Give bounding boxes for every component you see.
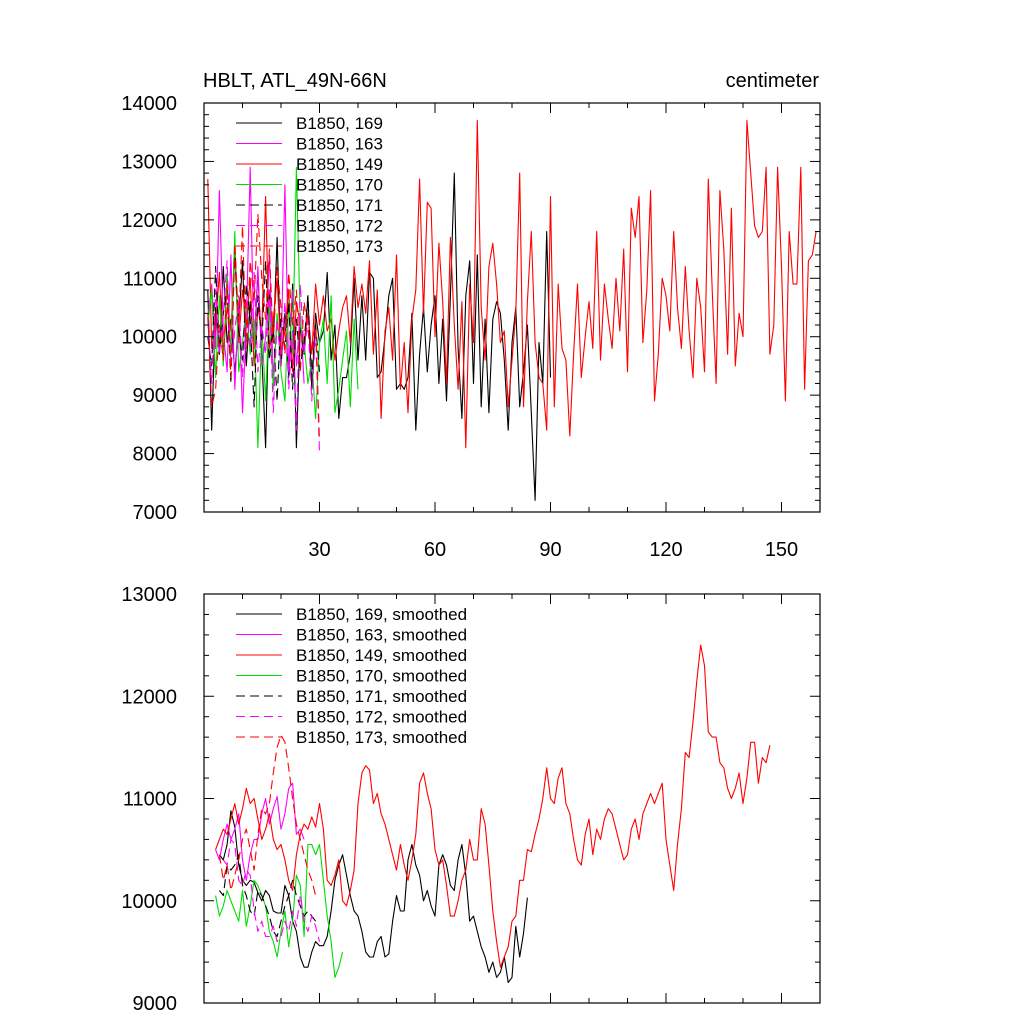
top-legend-label: B1850, 149 bbox=[296, 155, 383, 174]
top-legend-label: B1850, 173 bbox=[296, 237, 383, 256]
top-legend-label: B1850, 163 bbox=[296, 135, 383, 154]
top-y-tick-label: 11000 bbox=[123, 268, 177, 290]
bottom-series-group bbox=[215, 644, 771, 984]
bottom-series-line-b1850-173-smoothed bbox=[218, 734, 317, 896]
bottom-legend: B1850, 169, smoothed B1850, 163, smoothed… bbox=[236, 605, 467, 747]
bottom-legend-label: B1850, 170, smoothed bbox=[296, 667, 467, 686]
top-y-tick-label: 10000 bbox=[121, 327, 177, 349]
top-y-tick-label: 7000 bbox=[133, 502, 178, 524]
bottom-panel: 9000 10000 11000 12000 13000 B1850, 169, smo… bbox=[121, 584, 821, 1015]
top-legend-label: B1850, 171 bbox=[296, 196, 383, 215]
bottom-y-tick-label: 13000 bbox=[121, 584, 177, 606]
top-series-line-b1850-172 bbox=[207, 260, 321, 454]
top-axes: 7000 8000 9000 10000 11000 12000 13000 14000 30 6… bbox=[121, 93, 821, 561]
bottom-legend-label: B1850, 169, smoothed bbox=[296, 605, 467, 624]
bottom-series-line-b1850-172-smoothed bbox=[222, 838, 321, 943]
top-x-tick-label: 120 bbox=[649, 539, 682, 561]
units-label: centimeter bbox=[726, 70, 820, 92]
bottom-y-tick-label: 10000 bbox=[121, 891, 177, 913]
bottom-legend-label: B1850, 171, smoothed bbox=[296, 687, 467, 706]
top-y-tick-label: 12000 bbox=[121, 210, 177, 232]
bottom-legend-label: B1850, 149, smoothed bbox=[296, 646, 467, 665]
top-y-tick-label: 8000 bbox=[133, 444, 178, 466]
top-y-tick-label: 9000 bbox=[133, 385, 178, 407]
bottom-series-line-b1850-149-smoothed bbox=[215, 644, 771, 968]
top-legend-label: B1850, 170 bbox=[296, 176, 383, 195]
top-panel: HBLT, ATL_49N-66N centimeter 7000 8000 900… bbox=[121, 70, 821, 561]
bottom-y-tick-label: 12000 bbox=[121, 686, 177, 708]
top-series-line-b1850-169 bbox=[207, 172, 552, 501]
bottom-series-line-b1850-169-smoothed bbox=[218, 810, 528, 984]
top-y-tick-label: 14000 bbox=[121, 93, 177, 115]
bottom-legend-label: B1850, 172, smoothed bbox=[296, 708, 467, 727]
bottom-y-tick-label: 9000 bbox=[133, 993, 178, 1015]
top-series-line-b1850-149 bbox=[207, 119, 817, 449]
bottom-legend-label: B1850, 163, smoothed bbox=[296, 626, 467, 645]
top-x-tick-label: 90 bbox=[539, 539, 561, 561]
bottom-series-line-b1850-170-smoothed bbox=[215, 843, 344, 978]
top-legend-label: B1850, 169 bbox=[296, 114, 383, 133]
top-legend-label: B1850, 172 bbox=[296, 217, 383, 236]
top-y-tick-label: 13000 bbox=[121, 151, 177, 173]
top-x-tick-label: 150 bbox=[765, 539, 798, 561]
bottom-legend-label: B1850, 173, smoothed bbox=[296, 728, 467, 747]
top-x-tick-label: 60 bbox=[424, 539, 446, 561]
bottom-axes: 9000 10000 11000 12000 13000 bbox=[121, 584, 821, 1015]
top-series-group bbox=[207, 119, 817, 501]
bottom-y-tick-label: 11000 bbox=[123, 789, 177, 811]
top-series-line-b1850-173 bbox=[207, 213, 321, 442]
chart-title: HBLT, ATL_49N-66N bbox=[203, 70, 387, 92]
top-x-tick-label: 30 bbox=[308, 539, 330, 561]
